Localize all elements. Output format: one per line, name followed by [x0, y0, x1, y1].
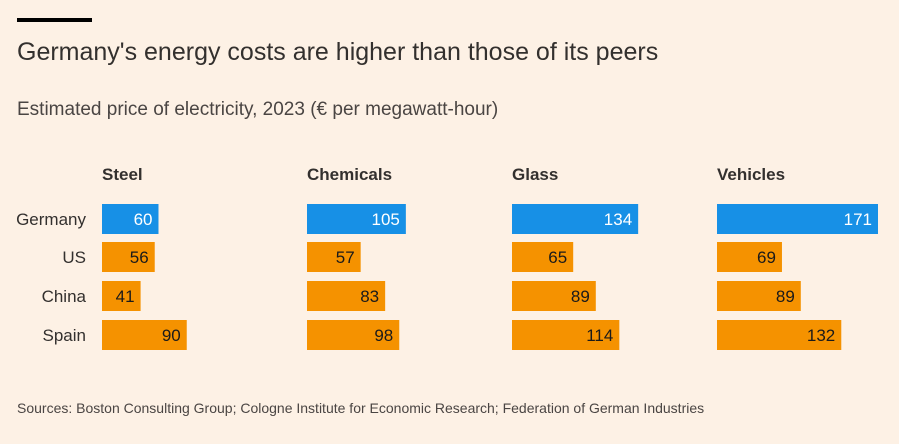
bar-vehicles-us	[717, 242, 782, 272]
bar-vehicles-spain	[717, 320, 842, 350]
data-label-vehicles-china: 89	[776, 287, 795, 306]
source-note: Sources: Boston Consulting Group; Cologn…	[17, 400, 705, 416]
data-label-steel-spain: 90	[162, 326, 181, 345]
panel-title-vehicles: Vehicles	[717, 165, 785, 184]
bar-vehicles-germany	[717, 204, 878, 234]
bar-steel-china	[102, 281, 141, 311]
data-label-glass-us: 65	[548, 248, 567, 267]
panel-title-chemicals: Chemicals	[307, 165, 392, 184]
bar-chemicals-us	[307, 242, 361, 272]
category-label-us: US	[62, 248, 86, 267]
data-label-chemicals-us: 57	[336, 248, 355, 267]
category-label-germany: Germany	[16, 210, 86, 229]
bar-steel-us	[102, 242, 155, 272]
data-label-vehicles-germany: 171	[844, 210, 872, 229]
header-rule	[17, 18, 92, 22]
data-label-vehicles-spain: 132	[807, 326, 835, 345]
data-label-glass-spain: 114	[586, 326, 613, 345]
bar-glass-spain	[512, 320, 620, 350]
data-label-steel-us: 56	[130, 248, 149, 267]
bar-steel-spain	[102, 320, 187, 350]
data-label-glass-china: 89	[571, 287, 590, 306]
category-label-china: China	[42, 287, 87, 306]
data-label-steel-germany: 60	[134, 210, 153, 229]
chart-title: Germany's energy costs are higher than t…	[17, 38, 659, 66]
category-label-spain: Spain	[43, 326, 86, 345]
bar-glass-germany	[512, 204, 639, 234]
data-label-vehicles-us: 69	[757, 248, 776, 267]
panel-title-glass: Glass	[512, 165, 558, 184]
data-label-steel-china: 41	[116, 287, 135, 306]
bar-chemicals-spain	[307, 320, 400, 350]
bar-chemicals-china	[307, 281, 386, 311]
bar-glass-us	[512, 242, 574, 272]
data-label-chemicals-china: 83	[360, 287, 379, 306]
panel-title-steel: Steel	[102, 165, 143, 184]
chart-subtitle: Estimated price of electricity, 2023 (€ …	[17, 99, 499, 120]
bar-glass-china	[512, 281, 596, 311]
bar-vehicles-china	[717, 281, 801, 311]
bar-steel-germany	[102, 204, 159, 234]
bar-chemicals-germany	[307, 204, 406, 234]
data-label-chemicals-germany: 105	[371, 210, 399, 229]
data-label-glass-germany: 134	[604, 210, 632, 229]
data-label-chemicals-spain: 98	[374, 326, 393, 345]
